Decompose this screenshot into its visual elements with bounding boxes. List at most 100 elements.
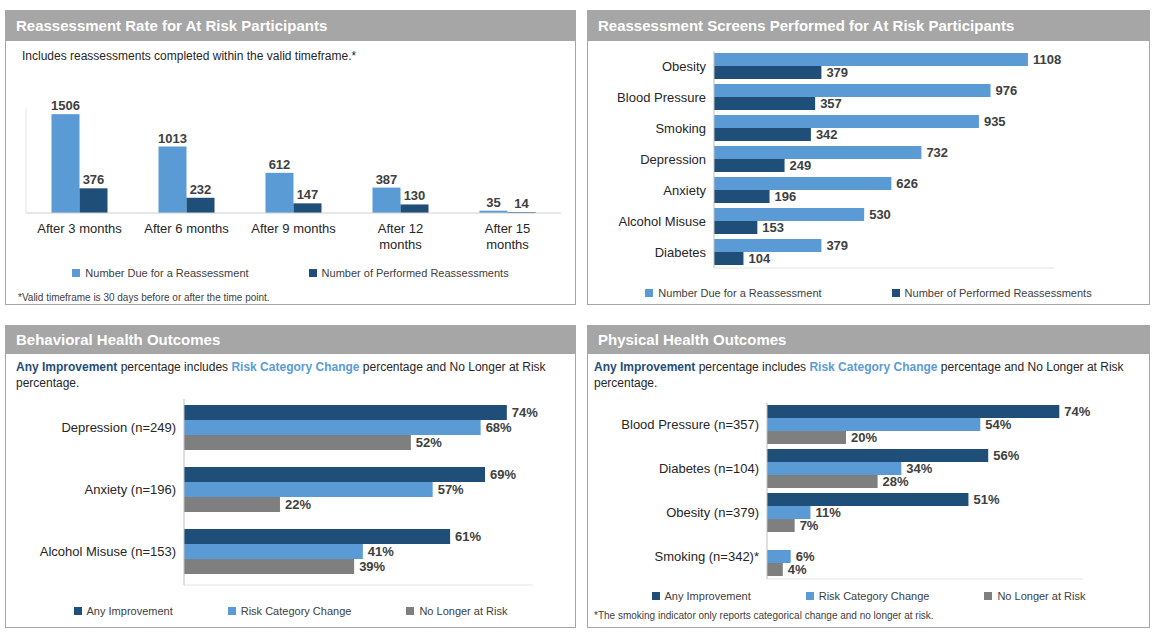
data-label: 61% — [455, 529, 481, 544]
data-label: 69% — [490, 467, 516, 482]
data-label: 153 — [762, 220, 784, 235]
panel: 74%69%61%68%57%41%52%22%39%Depression (n… — [5, 325, 576, 628]
category-label: Anxiety — [663, 183, 706, 198]
legend-swatch — [74, 607, 82, 615]
chart-svg: 1108976935732626530379379357342249196153… — [588, 11, 1151, 306]
data-label: 74% — [1064, 404, 1090, 419]
bar — [187, 198, 215, 213]
legend-label: Risk Category Change — [241, 605, 352, 617]
bar — [714, 53, 1028, 66]
bar — [184, 435, 411, 450]
category-label: Blood Pressure — [617, 90, 706, 105]
data-label: 976 — [996, 83, 1018, 98]
legend: Any ImprovementRisk Category ChangeNo Lo… — [588, 590, 1149, 602]
data-label: 357 — [820, 96, 842, 111]
bar — [714, 66, 821, 79]
bar — [714, 190, 770, 203]
category-label: Anxiety (n=196) — [85, 482, 176, 497]
bar — [714, 128, 811, 141]
value-axis — [184, 585, 533, 586]
bar — [184, 405, 507, 420]
bar — [266, 173, 294, 213]
legend-swatch — [645, 289, 653, 297]
bars — [767, 405, 1059, 576]
legend-label: No Longer at Risk — [419, 605, 507, 617]
bars — [52, 114, 536, 213]
data-label: 387 — [376, 172, 398, 187]
bar — [714, 221, 757, 234]
legend-swatch — [406, 607, 414, 615]
bar — [80, 188, 108, 213]
data-label: 34% — [906, 461, 932, 476]
data-label: 376 — [83, 172, 105, 187]
data-label: 249 — [790, 158, 812, 173]
legend: Number Due for a Reassessment Number of P… — [588, 287, 1149, 299]
legend-label: Number of Performed Reassessments — [322, 267, 509, 279]
footnote: *The smoking indicator only reports cate… — [594, 610, 934, 621]
title: Behavioral Health Outcomes — [6, 326, 575, 354]
data-label: 196 — [775, 189, 797, 204]
data-label: 732 — [926, 145, 948, 160]
data-label: 74% — [512, 405, 538, 420]
data-label: 51% — [973, 492, 999, 507]
data-label: 232 — [190, 182, 212, 197]
bar — [767, 405, 1059, 418]
data-label: 147 — [297, 187, 319, 202]
legend-label: Number of Performed Reassessments — [905, 287, 1092, 299]
bar — [184, 497, 280, 512]
legend-label: Any Improvement — [87, 605, 173, 617]
category-label: After 9 months — [251, 221, 336, 236]
legend-swatch — [652, 592, 660, 600]
bar — [714, 159, 785, 172]
subtitle-highlight: Risk Category Change — [231, 360, 359, 374]
bar — [714, 252, 743, 265]
bar — [52, 114, 80, 213]
data-label: 104 — [748, 251, 770, 266]
legend-item: Number Due for a Reassessment — [72, 267, 248, 279]
bar — [294, 203, 322, 213]
legend-item: Any Improvement — [74, 605, 173, 617]
bar — [714, 115, 979, 128]
legend-swatch — [984, 592, 992, 600]
subtitle-highlight: Risk Category Change — [809, 360, 937, 374]
subtitle: Any Improvement percentage includes Risk… — [594, 359, 1139, 391]
data-label: 626 — [896, 176, 918, 191]
category-label: Diabetes (n=104) — [659, 461, 759, 476]
legend-item: Number of Performed Reassessments — [892, 287, 1092, 299]
bar — [767, 462, 901, 475]
labels: 74%56%51%54%34%11%6%20%28%7%4% — [788, 404, 1091, 577]
title: Reassessment Screens Performed for At Ri… — [588, 11, 1149, 41]
bar — [159, 147, 187, 213]
footnote: *Valid timeframe is 30 days before or af… — [18, 292, 270, 303]
bars — [184, 405, 507, 574]
data-label: 1108 — [1033, 52, 1061, 67]
legend-label: Number Due for a Reassessment — [658, 287, 821, 299]
category-label: Alcohol Misuse — [619, 214, 706, 229]
panel: 74%56%51%54%34%11%6%20%28%7%4%Blood Pres… — [587, 325, 1150, 628]
subtitle-highlight: Any Improvement — [16, 360, 117, 374]
data-label: 342 — [816, 127, 838, 142]
legend-item: No Longer at Risk — [406, 605, 507, 617]
category-label: Obesity (n=379) — [666, 505, 759, 520]
bars — [714, 53, 1028, 265]
data-label: 57% — [438, 482, 464, 497]
legend-item: Risk Category Change — [806, 590, 930, 602]
bar — [184, 420, 481, 435]
data-label: 56% — [993, 448, 1019, 463]
bar — [714, 208, 864, 221]
category-axis — [26, 213, 561, 214]
legend: Any Improvement Risk Category Change No Lo… — [6, 605, 575, 617]
legend-swatch — [806, 592, 814, 600]
legend-item: Any Improvement — [652, 590, 751, 602]
subtitle-highlight: Any Improvement — [594, 360, 695, 374]
category-axis — [767, 403, 768, 579]
data-label: 935 — [984, 114, 1006, 129]
value-axis — [26, 108, 27, 213]
category-label: Depression — [640, 152, 706, 167]
legend-swatch — [309, 269, 317, 277]
panel: 1108976935732626530379379357342249196153… — [587, 10, 1150, 305]
bar — [714, 177, 891, 190]
category-label: After 3 months — [37, 221, 122, 236]
value-axis — [714, 268, 1054, 269]
category-label: Alcohol Misuse (n=153) — [40, 544, 176, 559]
